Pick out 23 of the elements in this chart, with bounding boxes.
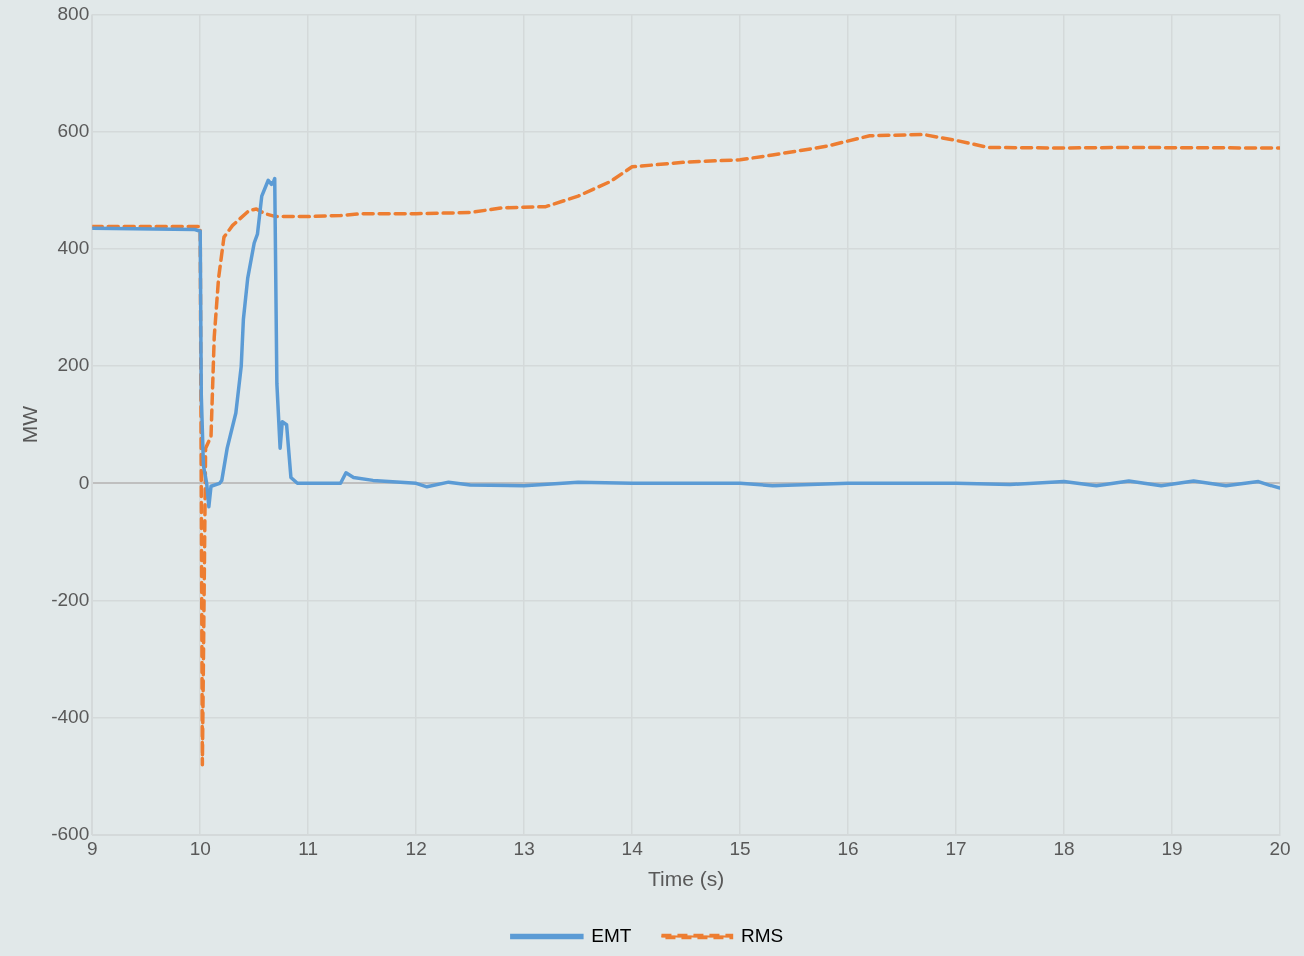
x-tick-label: 14 <box>621 837 644 859</box>
legend-label: RMS <box>740 924 784 946</box>
y-tick-label: 200 <box>57 354 90 376</box>
y-tick-label: 0 <box>78 471 90 493</box>
y-tick-label: -400 <box>51 706 90 728</box>
y-axis-title: MW <box>18 405 42 444</box>
x-tick-label: 18 <box>1053 837 1075 859</box>
y-tick-label: 600 <box>57 119 90 141</box>
legend-label: EMT <box>591 924 632 946</box>
x-tick-label: 16 <box>837 837 859 859</box>
x-tick-label: 11 <box>298 837 319 859</box>
x-tick-label: 10 <box>189 837 211 859</box>
x-tick-label: 17 <box>945 837 967 859</box>
x-tick-label: 12 <box>405 837 427 859</box>
y-tick-label: 400 <box>57 237 90 259</box>
line-series <box>92 132 1280 767</box>
x-tick-label: 15 <box>729 837 751 859</box>
y-tick-label: 800 <box>57 2 90 24</box>
x-tick-label: 20 <box>1269 837 1291 859</box>
x-tick-label: 19 <box>1161 837 1183 859</box>
y-tick-label: -200 <box>51 588 90 610</box>
x-tick-label: 13 <box>513 837 535 859</box>
x-axis-title: Time (s) <box>648 867 725 891</box>
